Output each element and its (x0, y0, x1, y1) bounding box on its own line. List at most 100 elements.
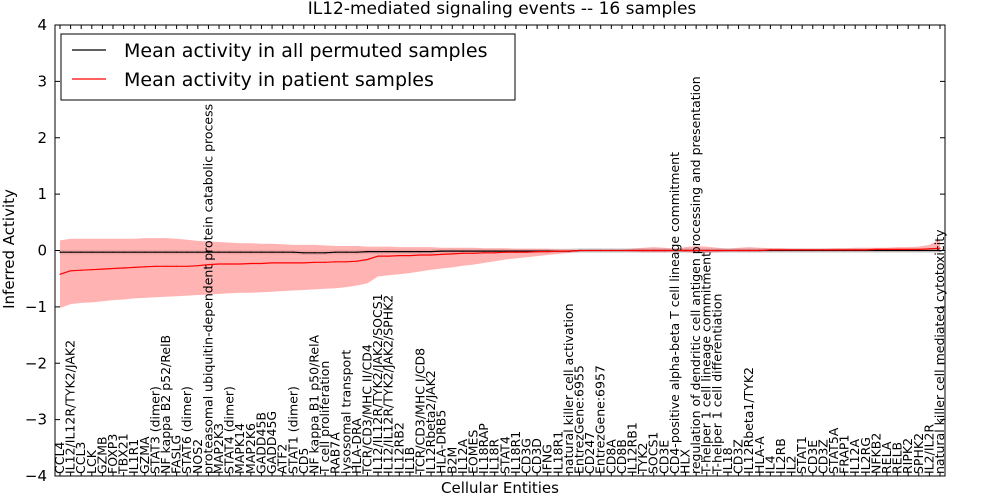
data-point-permuted (91, 251, 93, 253)
data-point-patient (101, 268, 104, 270)
legend-label-permuted: Mean activity in all permuted samples (124, 40, 487, 62)
x-tick-label: FRAP1 (837, 435, 852, 474)
x-tick-label: EntrezGene:6957 (593, 365, 608, 474)
data-point-permuted (918, 249, 920, 252)
data-point-permuted (112, 251, 114, 253)
data-point-permuted (515, 250, 517, 252)
x-tick-label: STAT1 (794, 436, 809, 474)
x-tick-label: IL2 (784, 455, 799, 474)
data-point-permuted (59, 251, 61, 253)
data-point-patient (112, 267, 114, 270)
data-point-permuted (292, 251, 294, 253)
x-tick-label: CD3Z (731, 439, 746, 474)
data-point-patient (578, 249, 581, 252)
x-tick-label: NF kappa B2 p52/RelB (158, 335, 173, 474)
x-tick-label: IL18R (487, 438, 502, 474)
legend: Mean activity in all permuted samples Me… (60, 33, 516, 101)
data-point-permuted (229, 251, 231, 253)
data-point-patient (430, 254, 432, 256)
x-tick-label: STAT4 (dimer) (222, 386, 237, 474)
x-tick-label: LCK (84, 449, 99, 474)
data-point-permuted (419, 251, 422, 253)
x-tick-label: IL2/IL2R (921, 424, 936, 474)
y-tick-label: 1 (37, 185, 47, 203)
data-point-patient (154, 265, 157, 267)
x-tick-label: GZMA (137, 436, 152, 474)
data-point-permuted (430, 251, 432, 253)
data-point-patient (589, 249, 591, 252)
x-tick-label: GADD45G (264, 411, 279, 474)
data-point-patient (674, 249, 676, 252)
data-point-patient (896, 248, 899, 250)
data-point-permuted (165, 251, 167, 253)
data-point-patient (377, 255, 379, 257)
data-point-permuted (356, 251, 358, 253)
data-point-patient (271, 262, 273, 264)
data-point-patient (547, 251, 549, 253)
data-point-permuted (388, 251, 390, 253)
data-point-permuted (398, 251, 400, 253)
data-point-patient (769, 249, 771, 251)
data-point-permuted (907, 249, 909, 252)
data-point-permuted (451, 250, 453, 252)
x-tick-label: T-helper 1 cell lineage commitment (699, 252, 714, 475)
data-point-patient (557, 250, 559, 252)
data-point-patient (250, 262, 252, 265)
data-point-patient (472, 252, 475, 254)
data-point-patient (366, 258, 369, 261)
x-tick-label: STAT5A (826, 427, 841, 474)
x-tick-label: CD3E (656, 440, 671, 474)
data-point-patient (790, 249, 793, 251)
data-point-patient (59, 273, 61, 275)
x-tick-label: IL1B (402, 447, 417, 474)
x-tick-label: RIPK2 (900, 438, 915, 474)
x-tick-label: IL12/IL12R/TYK2/JAK2/SPHK2 (381, 295, 396, 474)
data-point-permuted (525, 250, 528, 252)
data-point-permuted (154, 251, 157, 253)
data-point-patient (865, 249, 867, 251)
y-axis: −4 −3 −2 −1 0 1 2 3 4 (25, 16, 945, 485)
data-point-permuted (260, 251, 263, 253)
x-tick-label: T cell proliferation (317, 361, 332, 475)
data-point-permuted (409, 251, 411, 253)
data-point-permuted (218, 251, 220, 253)
x-tick-label: CD8A (603, 439, 618, 474)
x-tick-label: IL2RB (773, 438, 788, 474)
data-point-patient (706, 249, 708, 252)
x-tick-label: HLX (678, 449, 693, 474)
data-point-patient (207, 263, 210, 266)
x-tick-label: TCR/CD3/MHC I/CD8 (413, 348, 428, 475)
chart-title: IL12-mediated signaling events -- 16 sam… (308, 0, 697, 19)
x-tick-label: HLA-DRB5 (434, 410, 449, 474)
x-tick-label: CD247 (582, 432, 597, 474)
x-tick-label: FOXP3 (105, 434, 120, 474)
x-tick-label: TYK2 (635, 443, 650, 475)
data-point-patient (91, 269, 93, 271)
data-point-permuted (123, 251, 125, 253)
data-point-permuted (271, 251, 273, 253)
data-point-patient (833, 249, 835, 251)
data-point-patient (292, 262, 294, 264)
data-point-patient (335, 261, 337, 263)
x-tick-label: IL4 (762, 455, 777, 474)
x-axis-label: Cellular Entities (441, 479, 559, 497)
data-point-permuted (80, 251, 82, 253)
y-tick-label: −2 (25, 354, 47, 372)
x-tick-label: natural killer cell activation (561, 303, 576, 474)
data-point-patient (303, 262, 305, 264)
x-tick-label: STAT3 (dimer) (147, 386, 162, 474)
series-line-patient (59, 247, 941, 275)
x-tick-label: IL12/IL12R/TYK2/JAK2/SOCS1 (370, 293, 385, 474)
x-tick-label: MAP2K3 (211, 423, 226, 474)
x-tick-label: STAT6 (dimer) (179, 386, 194, 474)
x-tick-label: GZMB (94, 436, 109, 474)
x-tick-label: NF kappa B1 p50/RelA (307, 334, 322, 474)
x-tick-label: CCL3 (73, 442, 88, 474)
legend-label-patient: Mean activity in patient samples (124, 69, 434, 91)
x-tick-label: CD8B (614, 439, 629, 474)
data-point-patient (621, 249, 623, 252)
data-point-patient (875, 248, 877, 250)
x-tick-label: IL18 (720, 447, 735, 474)
data-point-patient (313, 261, 316, 263)
data-point-patient (801, 249, 803, 251)
